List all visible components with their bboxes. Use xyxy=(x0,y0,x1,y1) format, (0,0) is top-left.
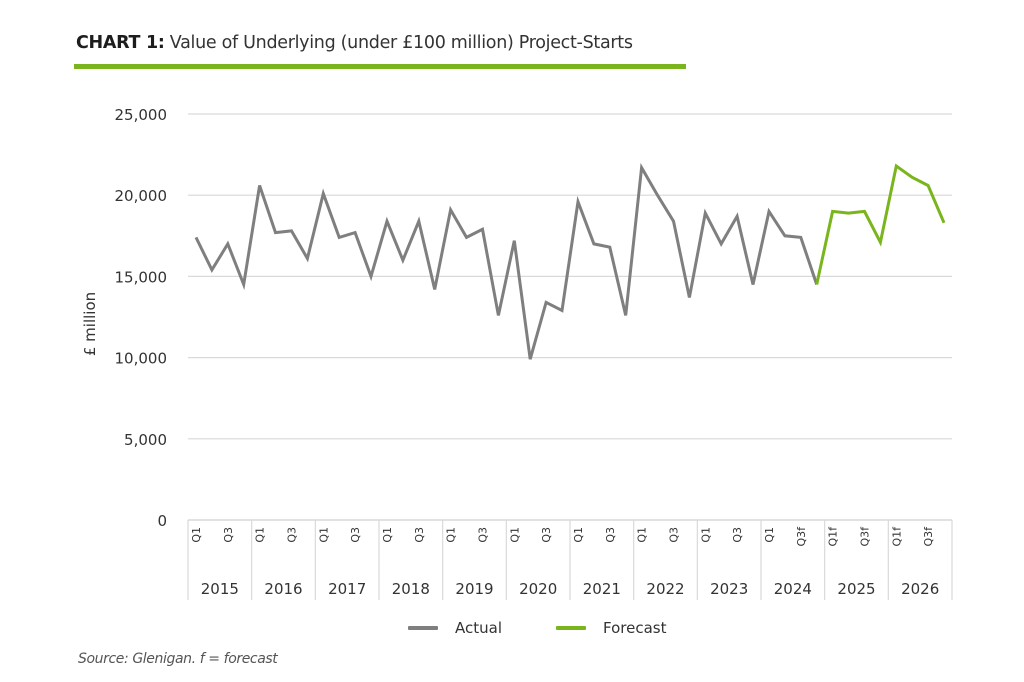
quarter-tick-label: Q3f xyxy=(795,526,808,547)
quarter-tick-label: Q3 xyxy=(285,527,298,543)
quarter-tick-label: Q3 xyxy=(731,527,744,543)
legend-item-forecast: Forecast xyxy=(556,619,666,637)
year-label: 2023 xyxy=(710,580,748,598)
gridlines xyxy=(188,113,952,440)
quarter-tick-label: Q1 xyxy=(381,527,394,543)
quarter-tick-label: Q1 xyxy=(699,527,712,543)
quarter-tick-label: Q1 xyxy=(572,527,585,543)
y-axis-tick-labels: 0 5,000 10,000 15,000 20,000 25,000 xyxy=(115,106,168,530)
y-tick-label: 0 xyxy=(157,512,167,530)
quarter-tick-label: Q3 xyxy=(540,527,553,543)
y-tick-label: 10,000 xyxy=(115,350,168,368)
quarter-tick-label: Q3 xyxy=(667,527,680,543)
y-tick-label: 5,000 xyxy=(124,431,167,449)
series-lines xyxy=(194,162,946,360)
quarter-tick-label: Q3f xyxy=(858,526,871,547)
quarter-tick-label: Q3 xyxy=(349,527,362,543)
quarter-tick-label: Q1 xyxy=(445,527,458,543)
year-label: 2019 xyxy=(455,580,493,598)
quarter-tick-label: Q1 xyxy=(508,527,521,543)
year-label: 2024 xyxy=(774,580,812,598)
year-label: 2022 xyxy=(646,580,684,598)
chart-title: CHART 1: Value of Underlying (under £100… xyxy=(76,33,633,53)
chart-title-prefix: CHART 1: xyxy=(76,33,165,53)
quarter-tick-label: Q1 xyxy=(254,527,267,543)
quarter-tick-label: Q1 xyxy=(190,527,203,543)
year-label: 2018 xyxy=(392,580,430,598)
quarter-tick-label: Q3f xyxy=(922,526,935,547)
year-label: 2021 xyxy=(583,580,621,598)
quarter-tick-label: Q3 xyxy=(476,527,489,543)
quarter-tick-label: Q1 xyxy=(763,527,776,543)
legend-label-forecast: Forecast xyxy=(603,619,667,637)
title-underline xyxy=(74,64,686,69)
quarter-tick-label: Q3 xyxy=(222,527,235,543)
year-label: 2015 xyxy=(201,580,239,598)
quarter-tick-label: Q1f xyxy=(827,526,840,547)
source-note: Source: Glenigan. f = forecast xyxy=(78,651,278,667)
year-label: 2026 xyxy=(901,580,939,598)
y-tick-label: 20,000 xyxy=(115,187,168,205)
quarter-tick-label: Q1f xyxy=(890,526,903,547)
y-tick-label: 25,000 xyxy=(115,106,168,124)
legend-swatch-actual xyxy=(408,626,438,630)
legend-label-actual: Actual xyxy=(455,619,502,637)
quarter-tick-label: Q1 xyxy=(636,527,649,543)
year-label: 2025 xyxy=(837,580,875,598)
quarter-tick-label: Q3 xyxy=(413,527,426,543)
quarter-tick-label: Q1 xyxy=(317,527,330,543)
quarter-tick-label: Q3 xyxy=(604,527,617,543)
legend-swatch-forecast xyxy=(556,626,586,630)
series-line-actual xyxy=(194,162,819,360)
chart-title-text: Value of Underlying (under £100 million)… xyxy=(169,33,633,53)
year-label: 2020 xyxy=(519,580,557,598)
y-axis-label: £ million xyxy=(81,292,99,356)
year-label: 2017 xyxy=(328,580,366,598)
x-axis: 2015 Q1 Q3 2016 Q1 Q3 2017 Q1 Q3 2018 Q1 Q3 2019 Q1 Q3… xyxy=(187,519,953,600)
series-line-forecast xyxy=(815,163,946,285)
y-tick-label: 15,000 xyxy=(115,268,168,286)
legend-item-actual: Actual xyxy=(408,619,502,637)
year-label: 2016 xyxy=(264,580,302,598)
